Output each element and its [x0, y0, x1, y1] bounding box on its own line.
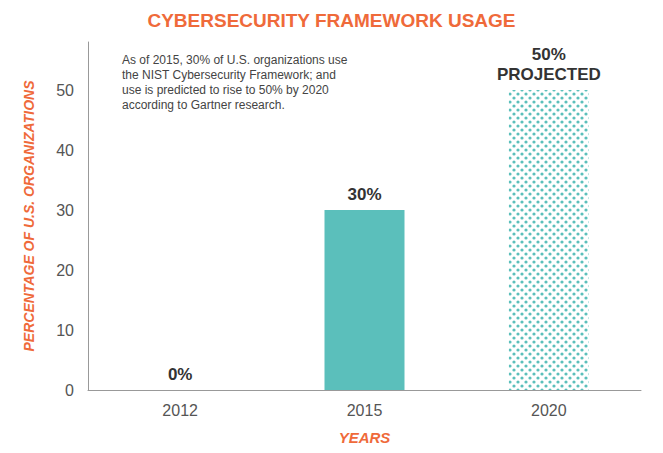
svg-text:10: 10	[56, 322, 74, 339]
svg-text:30%: 30%	[347, 185, 381, 204]
svg-text:YEARS: YEARS	[339, 429, 391, 446]
svg-text:2012: 2012	[162, 402, 198, 419]
svg-text:PERCENTAGE OF U.S. ORGANIZATIO: PERCENTAGE OF U.S. ORGANIZATIONS	[21, 80, 37, 352]
svg-text:20: 20	[56, 262, 74, 279]
svg-text:the NIST Cybersecurity Framewo: the NIST Cybersecurity Framework; and	[122, 68, 339, 82]
svg-text:0: 0	[65, 382, 74, 399]
svg-text:0%: 0%	[168, 365, 193, 384]
svg-text:As of 2015, 30% of U.S. organi: As of 2015, 30% of U.S. organizations us…	[122, 53, 351, 67]
svg-text:30: 30	[56, 202, 74, 219]
svg-text:PROJECTED: PROJECTED	[497, 65, 601, 84]
svg-text:2020: 2020	[531, 402, 567, 419]
svg-text:2015: 2015	[347, 402, 383, 419]
svg-text:50%: 50%	[532, 45, 566, 64]
svg-text:use is predicted to rise to 50: use is predicted to rise to 50% by 2020	[122, 83, 332, 97]
svg-text:40: 40	[56, 142, 74, 159]
svg-text:50: 50	[56, 82, 74, 99]
svg-text:CYBERSECURITY FRAMEWORK USAGE: CYBERSECURITY FRAMEWORK USAGE	[147, 10, 515, 31]
svg-text:according to Gartner research.: according to Gartner research.	[122, 98, 285, 112]
